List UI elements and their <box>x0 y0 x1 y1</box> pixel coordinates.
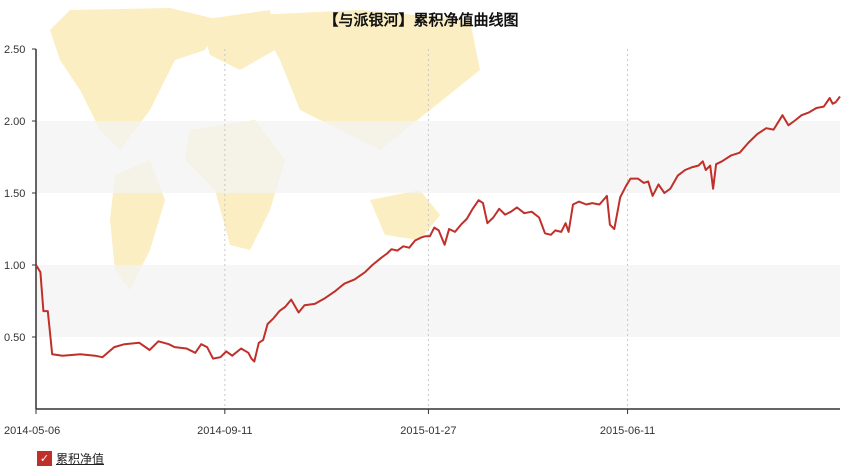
legend[interactable]: ✓ 累积净值 <box>37 450 104 466</box>
x-tick-label: 2014-05-06 <box>4 425 60 437</box>
x-tick-label: 2015-06-11 <box>600 425 655 437</box>
y-axis-ticks: 0.50 1.00 1.50 2.00 2.50 <box>4 44 36 344</box>
y-tick-label: 1.50 <box>4 188 25 200</box>
x-tick-label: 2014-09-11 <box>197 425 252 437</box>
y-tick-label: 1.00 <box>4 260 25 272</box>
vertical-gridlines <box>224 49 629 409</box>
checkmark-icon: ✓ <box>39 451 50 465</box>
x-tick-label: 2015-01-27 <box>400 425 456 437</box>
chart-title: 【与派银河】累积净值曲线图 <box>323 11 518 29</box>
x-axis-ticks: 2014-05-06 2014-09-11 2015-01-27 2015-06-11 <box>4 409 655 437</box>
plot-bands <box>36 121 840 337</box>
y-tick-label: 0.50 <box>4 332 25 344</box>
plot-band-1 <box>36 265 840 337</box>
y-tick-label: 2.00 <box>4 116 25 128</box>
axes <box>35 49 840 410</box>
legend-checkbox[interactable]: ✓ <box>37 450 52 466</box>
legend-label[interactable]: 累积净值 <box>56 451 105 466</box>
series-line-nav <box>35 95 841 363</box>
y-tick-label: 2.50 <box>4 44 25 56</box>
plot-band-0 <box>36 121 840 193</box>
